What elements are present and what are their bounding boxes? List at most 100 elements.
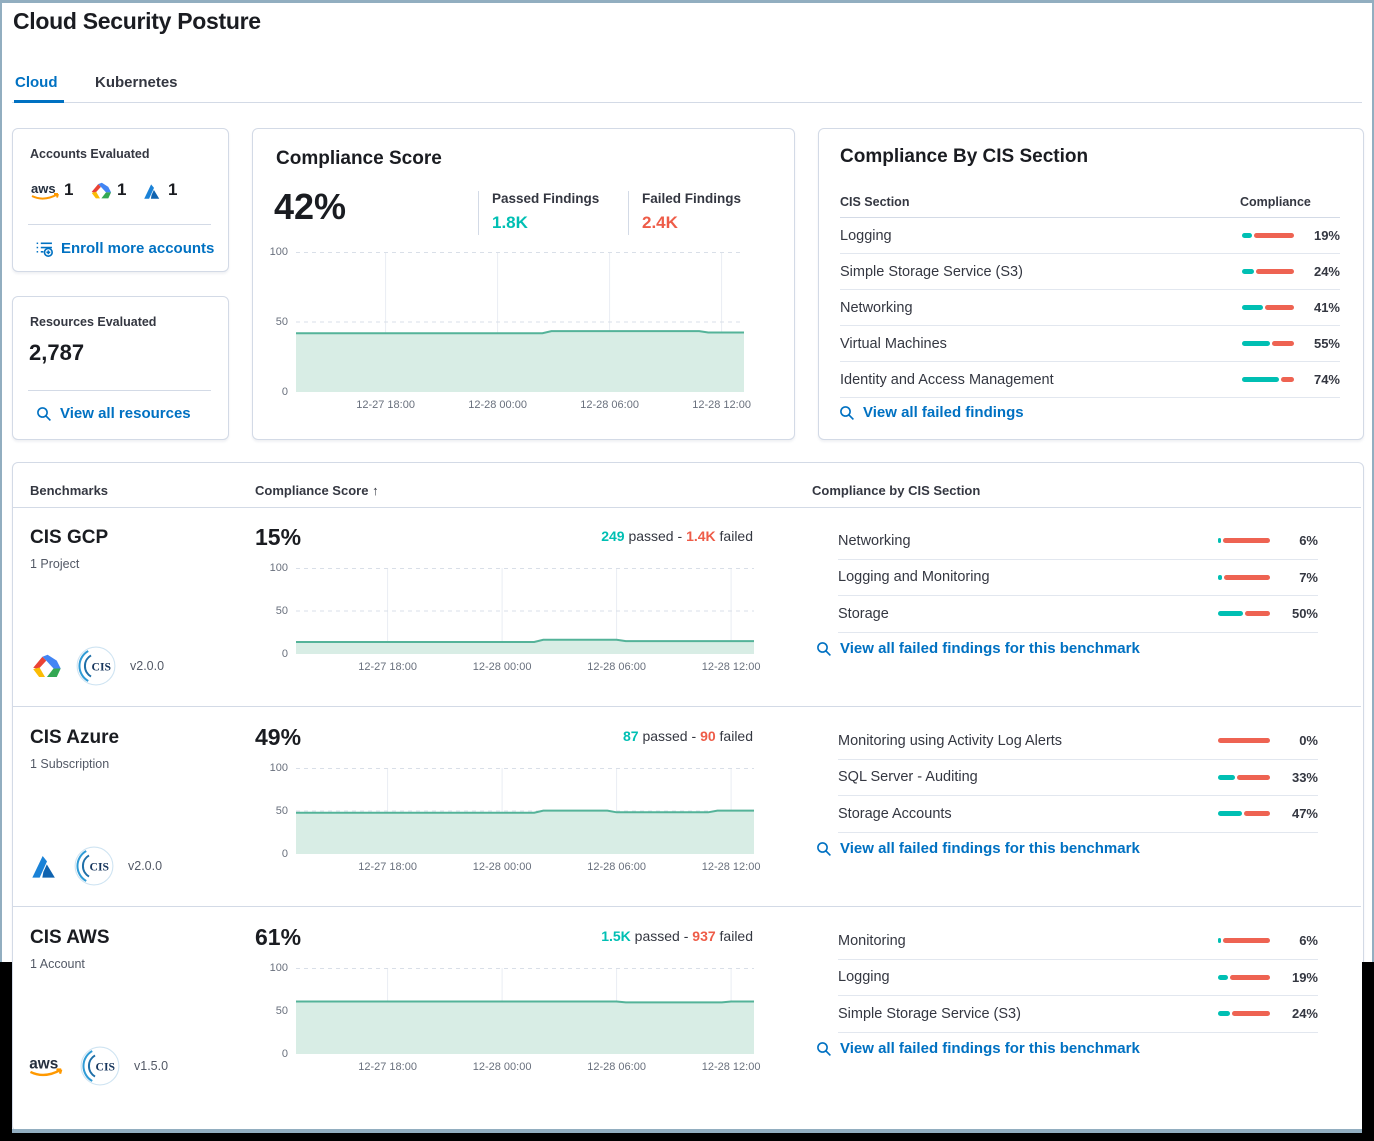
compliance-bar <box>1242 305 1294 310</box>
benchmark-version: v2.0.0 <box>128 859 163 873</box>
cis-section-name: Virtual Machines <box>840 335 947 352</box>
view-benchmark-failed-findings-link[interactable]: View all failed findings for this benchm… <box>816 640 1140 657</box>
table-row: Monitoring using Activity Log Alerts 0% <box>838 723 1318 760</box>
cis-section-name: Storage <box>838 605 889 622</box>
compliance-percent: 24% <box>1313 264 1340 279</box>
cis-sections-column-header: Compliance by CIS Section <box>812 483 981 498</box>
failed-findings-value: 2.4K <box>642 213 678 232</box>
compliance-percent: 7% <box>1299 569 1318 585</box>
compliance-percent: 24% <box>1291 1006 1318 1022</box>
benchmark-name: CIS GCP <box>30 527 109 548</box>
benchmark-score: 49% <box>255 724 302 750</box>
search-icon <box>36 406 52 422</box>
compliance-score-title: Compliance Score <box>276 148 442 169</box>
benchmark-score: 15% <box>255 524 302 550</box>
compliance-bar <box>1218 974 1270 980</box>
benchmark-trend-chart: 0 50 100 12-27 18:00 12-28 00:00 12-28 06:00 1… <box>269 762 761 873</box>
gcp-account-count: 1 <box>117 180 127 199</box>
cis-section-name: Networking <box>838 532 911 549</box>
compliance-percent: 19% <box>1313 228 1340 243</box>
resources-card-title: Resources Evaluated <box>30 315 157 329</box>
passed-findings-value: 1.8K <box>492 213 528 232</box>
sort-ascending-icon: ↑ <box>372 483 379 498</box>
enroll-more-accounts-link[interactable]: Enroll more accounts <box>36 240 214 257</box>
tab-kubernetes[interactable]: Kubernetes <box>95 74 178 91</box>
compliance-bar <box>1218 738 1270 744</box>
compliance-percent: 50% <box>1291 606 1318 622</box>
benchmark-version: v1.5.0 <box>134 1059 169 1073</box>
passed-findings-label: Passed Findings <box>492 191 600 206</box>
cis-section-name: Monitoring <box>838 932 906 949</box>
compliance-bar <box>1218 574 1270 580</box>
cis-section-name: SQL Server - Auditing <box>838 769 978 786</box>
search-icon <box>839 405 855 421</box>
compliance-bar <box>1218 538 1270 544</box>
table-row: Virtual Machines 55% <box>840 326 1340 362</box>
aws-icon: aws <box>28 1053 66 1079</box>
view-all-resources-link[interactable]: View all resources <box>36 405 191 422</box>
accounts-card-divider <box>28 224 211 225</box>
page-title: Cloud Security Posture <box>13 8 261 34</box>
svg-text:CIS: CIS <box>92 660 111 673</box>
tab-cloud[interactable]: Cloud <box>15 74 58 91</box>
azure-account-count: 1 <box>168 180 178 199</box>
view-benchmark-failed-findings-link[interactable]: View all failed findings for this benchm… <box>816 840 1140 857</box>
stat-divider <box>478 191 479 235</box>
table-row: SQL Server - Auditing 33% <box>838 760 1318 796</box>
tabs-divider <box>12 102 1362 103</box>
table-header-divider <box>13 507 1361 508</box>
table-row: Identity and Access Management 74% <box>840 362 1340 398</box>
cis-section-name: Storage Accounts <box>838 805 952 822</box>
compliance-bar <box>1242 377 1294 382</box>
aws-logo-text: aws <box>31 181 56 196</box>
view-all-resources-label: View all resources <box>60 405 191 422</box>
compliance-trend-chart: 0 50 100 12-27 18:00 12-28 00:00 12-28 06:00 1… <box>269 246 751 411</box>
table-row: Logging 19% <box>838 960 1318 996</box>
benchmark-sections-table: Monitoring using Activity Log Alerts 0% … <box>838 723 1318 833</box>
benchmarks-column-header: Benchmarks <box>30 483 109 498</box>
table-row: Networking 6% <box>838 523 1318 560</box>
compliance-score-column-header[interactable]: Compliance Score ↑ <box>255 483 379 498</box>
cis-benchmark-icon: CIS <box>74 846 114 886</box>
benchmark-name: CIS Azure <box>30 727 120 748</box>
compliance-bar <box>1218 811 1270 817</box>
benchmark-scope: 1 Subscription <box>30 757 110 771</box>
view-benchmark-failed-findings-label: View all failed findings for this benchm… <box>840 640 1140 657</box>
compliance-bar <box>1218 1011 1270 1017</box>
compliance-percent: 33% <box>1291 769 1318 785</box>
benchmark-scope: 1 Account <box>30 957 85 971</box>
view-benchmark-failed-findings-label: View all failed findings for this benchm… <box>840 1040 1140 1057</box>
passed-failed-summary: 1.5K passed - 937 failed <box>601 928 753 944</box>
compliance-bar <box>1242 233 1294 238</box>
benchmark-version: v2.0.0 <box>130 659 165 673</box>
passed-failed-summary: 249 passed - 1.4K failed <box>601 528 753 544</box>
compliance-bar <box>1242 269 1294 274</box>
resources-evaluated-card <box>12 296 229 440</box>
svg-text:aws: aws <box>29 1055 58 1072</box>
search-icon <box>816 841 832 857</box>
benchmark-logos: CIS v2.0.0 <box>28 644 164 688</box>
view-benchmark-failed-findings-label: View all failed findings for this benchm… <box>840 840 1140 857</box>
cis-section-table: Logging 19% Simple Storage Service (S3) … <box>840 217 1340 398</box>
table-row: Simple Storage Service (S3) 24% <box>838 996 1318 1033</box>
cis-section-name: Simple Storage Service (S3) <box>838 1005 1021 1022</box>
benchmark-sections-table: Monitoring 6% Logging 19% Simple Storage… <box>838 923 1318 1033</box>
table-row: Simple Storage Service (S3) 24% <box>840 254 1340 290</box>
benchmark-name: CIS AWS <box>30 927 110 948</box>
table-row: Networking 41% <box>840 290 1340 326</box>
compliance-percent: 47% <box>1291 806 1318 822</box>
gcp-icon <box>88 181 112 201</box>
view-all-failed-findings-link[interactable]: View all failed findings <box>839 404 1024 421</box>
table-row: Monitoring 6% <box>838 923 1318 960</box>
benchmark-score: 61% <box>255 924 302 950</box>
failed-findings-label: Failed Findings <box>642 191 742 206</box>
resources-count: 2,787 <box>29 340 85 365</box>
svg-text:CIS: CIS <box>90 860 109 873</box>
benchmark-logos: aws CIS v1.5.0 <box>28 1044 168 1088</box>
search-icon <box>816 641 832 657</box>
cis-section-card-title: Compliance By CIS Section <box>840 146 1089 167</box>
view-benchmark-failed-findings-link[interactable]: View all failed findings for this benchm… <box>816 1040 1140 1057</box>
compliance-percent: 6% <box>1299 533 1318 549</box>
benchmark-trend-chart: 0 50 100 12-27 18:00 12-28 00:00 12-28 06:00 1… <box>269 562 761 673</box>
svg-text:CIS: CIS <box>96 1060 115 1073</box>
